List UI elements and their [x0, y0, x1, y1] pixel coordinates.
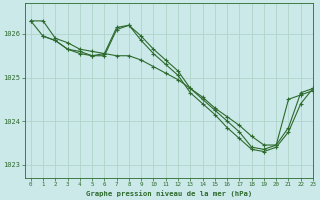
X-axis label: Graphe pression niveau de la mer (hPa): Graphe pression niveau de la mer (hPa) [86, 190, 252, 197]
